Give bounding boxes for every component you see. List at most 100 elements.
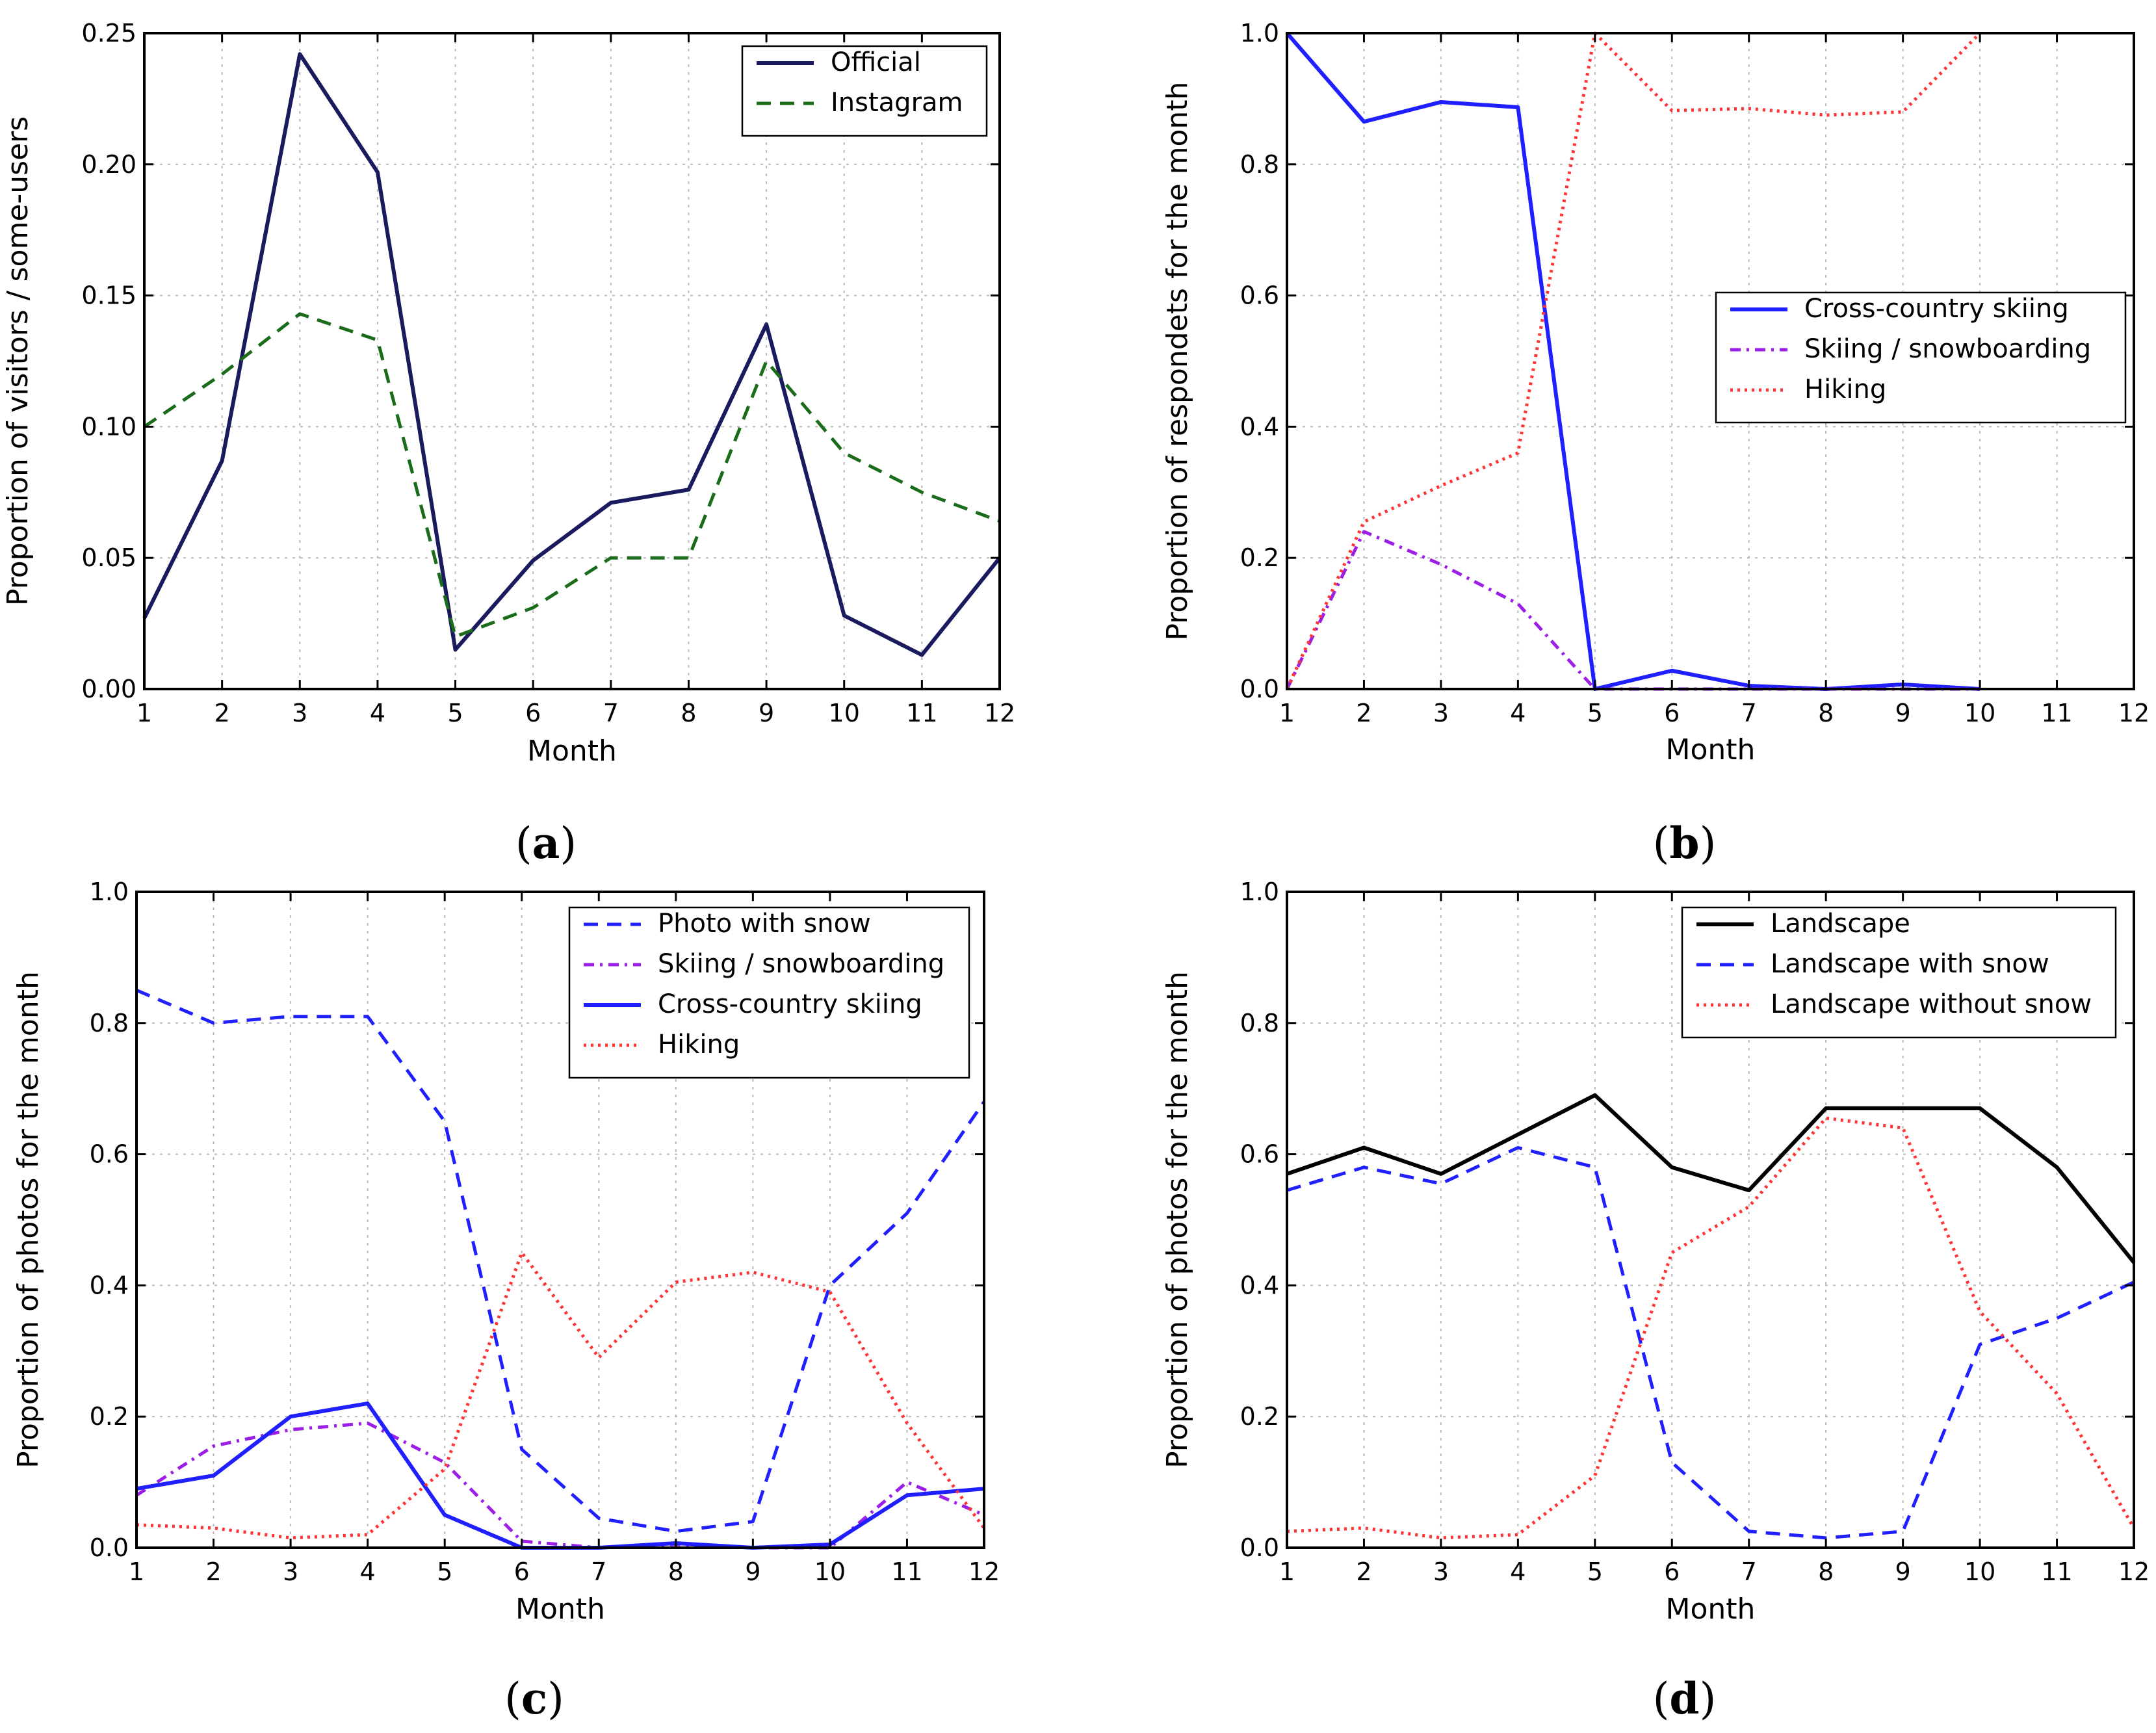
x-tick-label: 2 [214, 699, 230, 727]
y-tick-label: 0.8 [1240, 1009, 1279, 1037]
x-axis-title: Month [1666, 733, 1756, 766]
x-tick-label: 1 [136, 699, 152, 727]
x-tick-label: 4 [1510, 699, 1526, 727]
x-axis-title: Month [1666, 1593, 1756, 1626]
x-tick-label: 11 [2041, 699, 2072, 727]
x-tick-label: 11 [906, 699, 937, 727]
panel-caption: (a) [515, 818, 577, 868]
x-tick-label: 6 [514, 1557, 530, 1586]
series-line-instagram [143, 312, 1000, 638]
legend-label: Landscape [1771, 909, 1910, 939]
legend-label: Landscape with snow [1771, 949, 2049, 979]
x-tick-label: 5 [437, 1557, 452, 1586]
y-tick-label: 0.6 [1240, 1140, 1279, 1169]
y-axis-title: Proportion of photos for the month [1161, 971, 1194, 1468]
x-tick-label: 10 [1964, 1557, 1995, 1586]
plot-frame [143, 32, 1001, 690]
y-tick-label: 0.15 [81, 281, 136, 310]
x-tick-label: 8 [1818, 699, 1834, 727]
y-axis-title: Proportion of respondets for the month [1161, 82, 1194, 641]
legend: Landscape Landscape with snow Landscape wi… [1681, 906, 2117, 1039]
series-line-landscape-with-snow [1286, 1146, 2135, 1540]
series-line-hiking [1285, 31, 1981, 690]
x-tick-label: 12 [2118, 1557, 2150, 1586]
x-tick-label: 6 [1664, 1557, 1680, 1586]
x-tick-label: 11 [891, 1557, 922, 1586]
x-tick-label: 7 [1741, 1557, 1757, 1586]
x-tick-label: 9 [745, 1557, 760, 1586]
legend-label: Cross-country skiing [658, 989, 922, 1019]
legend-label: Photo with snow [658, 909, 871, 939]
x-tick-label: 1 [1279, 1557, 1295, 1586]
series-line-official [142, 52, 1002, 657]
y-tick-label: 1.0 [1240, 19, 1279, 47]
legend: Photo with snow Skiing / snowboarding Cros… [568, 906, 970, 1079]
x-tick-label: 7 [591, 1557, 606, 1586]
x-tick-label: 5 [1587, 1557, 1603, 1586]
series-line-cross-country-skiing [136, 1401, 985, 1550]
series-line-cross-country-skiing [1285, 32, 1981, 691]
x-tick-label: 10 [829, 699, 860, 727]
x-tick-label: 3 [1433, 1557, 1449, 1586]
legend-label: Skiing / snowboarding [658, 949, 944, 979]
y-tick-label: 0.10 [81, 412, 136, 441]
x-tick-label: 8 [1818, 1557, 1834, 1586]
x-tick-label: 6 [1664, 699, 1680, 727]
series-line-landscape [1286, 1093, 2136, 1264]
y-tick-label: 0.00 [81, 675, 136, 703]
y-tick-label: 0.4 [90, 1271, 129, 1299]
legend-label: Cross-country skiing [1804, 294, 2069, 324]
y-tick-label: 0.0 [90, 1533, 129, 1562]
y-tick-label: 0.05 [81, 543, 136, 572]
y-tick-label: 0.8 [1240, 150, 1279, 179]
legend-label: Landscape without snow [1771, 989, 2092, 1019]
panel-caption: (d) [1653, 1673, 1717, 1724]
plot-frame [1286, 32, 2135, 690]
series-line-skiing-snowboarding [1285, 530, 1981, 691]
plot-frame [1286, 891, 2135, 1549]
y-tick-label: 0.2 [90, 1402, 129, 1431]
y-axis-title: Proportion of visitors / some-users [1, 116, 34, 606]
chart-panel-a: 1 2 3 4 5 6 7 8 9 10 11 120.000.050.100.150.200.25M… [1, 19, 1015, 868]
y-axis-title: Proportion of photos for the month [12, 971, 45, 1468]
chart-panel-c: 1 2 3 4 5 6 7 8 9 10 11 120.00.20.40.60.81.0MonthPr… [12, 878, 1000, 1724]
series-line-photo-with-snow [136, 989, 986, 1533]
x-axis-title: Month [515, 1593, 605, 1626]
x-tick-label: 4 [370, 699, 385, 727]
y-tick-label: 0.6 [1240, 281, 1279, 310]
legend: Cross-country skiing Skiing / snowboardin… [1715, 291, 2127, 424]
legend-box [1715, 291, 2127, 424]
chart-panel-b: 1 2 3 4 5 6 7 8 9 10 11 120.00.20.40.60.81.0MonthPr… [1161, 19, 2150, 868]
chart-panel-d: 1 2 3 4 5 6 7 8 9 10 11 120.00.20.40.60.81.0MonthPr… [1161, 878, 2150, 1724]
x-tick-label: 8 [681, 699, 696, 727]
y-tick-label: 0.4 [1240, 412, 1279, 441]
legend-label: Instagram [831, 88, 963, 118]
x-tick-label: 12 [2118, 699, 2150, 727]
legend-label: Hiking [1804, 374, 1886, 404]
x-tick-label: 10 [1964, 699, 1995, 727]
legend-box [568, 906, 970, 1079]
x-tick-label: 2 [1356, 1557, 1371, 1586]
y-tick-label: 1.0 [1240, 878, 1279, 906]
x-tick-label: 9 [759, 699, 774, 727]
legend-label: Official [831, 47, 921, 77]
x-tick-label: 5 [447, 699, 463, 727]
x-tick-label: 8 [668, 1557, 684, 1586]
legend-label: Hiking [658, 1030, 740, 1060]
y-tick-label: 0.6 [90, 1140, 129, 1169]
y-tick-label: 1.0 [90, 878, 129, 906]
x-tick-label: 3 [283, 1557, 298, 1586]
x-axis-title: Month [527, 735, 617, 768]
x-tick-label: 9 [1895, 699, 1911, 727]
x-tick-label: 4 [1510, 1557, 1526, 1586]
x-tick-label: 6 [525, 699, 541, 727]
x-tick-label: 7 [603, 699, 619, 727]
x-tick-label: 12 [984, 699, 1015, 727]
series-line-hiking [136, 1251, 986, 1540]
y-tick-label: 0.0 [1240, 675, 1279, 703]
x-tick-label: 1 [1279, 699, 1295, 727]
panel-caption: (b) [1653, 818, 1717, 868]
y-tick-label: 0.25 [81, 19, 136, 47]
legend: Official Instagram [741, 45, 988, 137]
